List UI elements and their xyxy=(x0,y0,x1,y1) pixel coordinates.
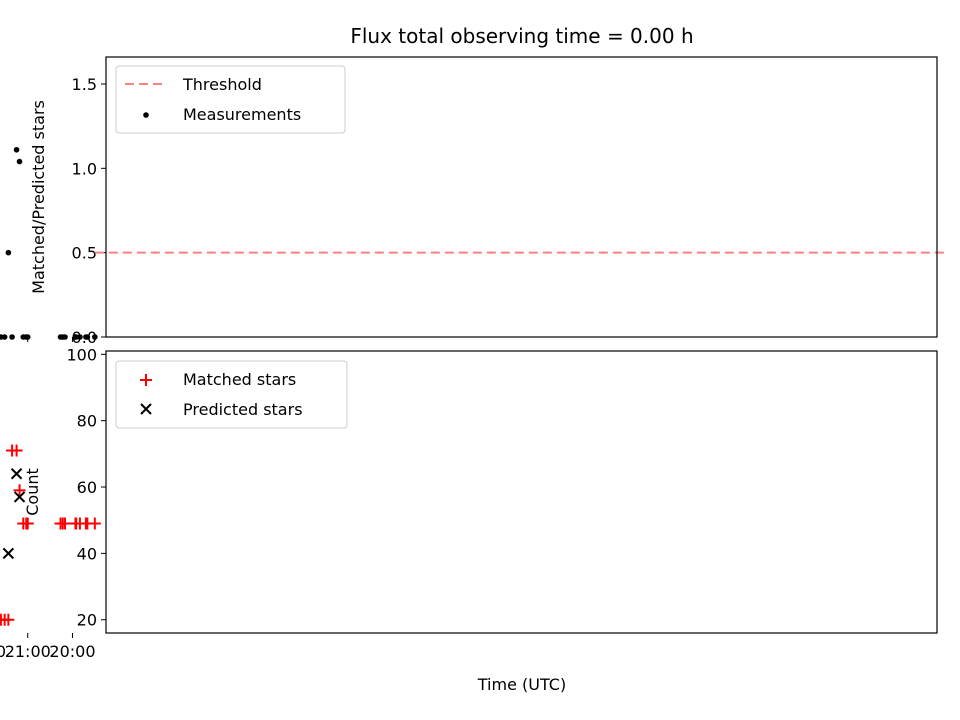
x-tick-label: 21:00 xyxy=(5,642,51,661)
matched-star-point xyxy=(17,517,30,530)
measurement-point xyxy=(5,249,12,256)
measurement-point xyxy=(72,334,79,340)
bottom-y-axis-label: Count xyxy=(23,468,42,516)
bottom-y-tick-label: 60 xyxy=(77,478,97,497)
legend-matched-swatch xyxy=(140,374,152,386)
predicted-star-point xyxy=(10,468,23,480)
legend-predicted-label: Predicted stars xyxy=(183,400,303,419)
measurement-point xyxy=(16,158,23,165)
top-y-tick-label: 1.5 xyxy=(72,75,97,94)
matched-star-point xyxy=(6,444,19,457)
top-y-tick-label: 1.0 xyxy=(72,159,97,178)
legend-matched-label: Matched stars xyxy=(183,370,296,389)
x-tick-label: 20:00 xyxy=(49,642,95,661)
legend-predicted-swatch xyxy=(140,403,152,415)
matched-star-point xyxy=(0,618,4,621)
top-y-tick-label: 0.5 xyxy=(72,244,97,263)
predicted-star-point xyxy=(13,491,26,503)
top-y-ticks: 0.00.51.01.5 xyxy=(72,75,106,347)
measurement-point xyxy=(83,334,89,340)
bottom-y-tick-label: 20 xyxy=(77,611,97,630)
measurement-point xyxy=(0,334,4,340)
bottom-legend-box xyxy=(115,360,348,429)
measurement-point xyxy=(20,334,27,340)
matched-stars-points xyxy=(0,444,101,626)
matched-star-point xyxy=(69,517,82,530)
legend-measurements-swatch xyxy=(143,112,149,118)
bottom-y-tick-label: 80 xyxy=(77,412,97,431)
predicted-star-point xyxy=(2,547,15,560)
bottom-y-tick-label: 100 xyxy=(66,345,97,364)
top-legend: Threshold Measurements xyxy=(115,65,346,134)
measurement-point xyxy=(57,334,64,340)
measurement-point xyxy=(9,334,15,340)
bottom-legend: Matched stars Predicted stars xyxy=(115,360,348,429)
x-tick-label: 22:00 xyxy=(0,642,6,661)
top-panel: 0.00.51.01.5 Matched/Predicted stars Thr… xyxy=(0,56,947,347)
legend-measurements-label: Measurements xyxy=(183,105,301,124)
measurement-point xyxy=(13,146,20,153)
legend-threshold-label: Threshold xyxy=(182,75,262,94)
x-axis-label: Time (UTC) xyxy=(477,675,566,694)
bottom-axes-frame xyxy=(105,350,938,634)
matched-star-point xyxy=(13,484,26,497)
chart-title: Flux total observing time = 0.00 h xyxy=(350,24,693,48)
top-legend-box xyxy=(115,65,346,134)
bottom-y-ticks: 20 40 60 80 100 xyxy=(66,345,106,630)
top-y-axis-label: Matched/Predicted stars xyxy=(29,100,48,294)
measurement-points xyxy=(0,146,98,340)
bottom-y-tick-label: 40 xyxy=(77,544,97,563)
top-axes-frame xyxy=(105,56,938,338)
predicted-stars-points xyxy=(2,468,26,560)
matched-star-point xyxy=(54,517,67,530)
measurement-point xyxy=(92,334,98,340)
